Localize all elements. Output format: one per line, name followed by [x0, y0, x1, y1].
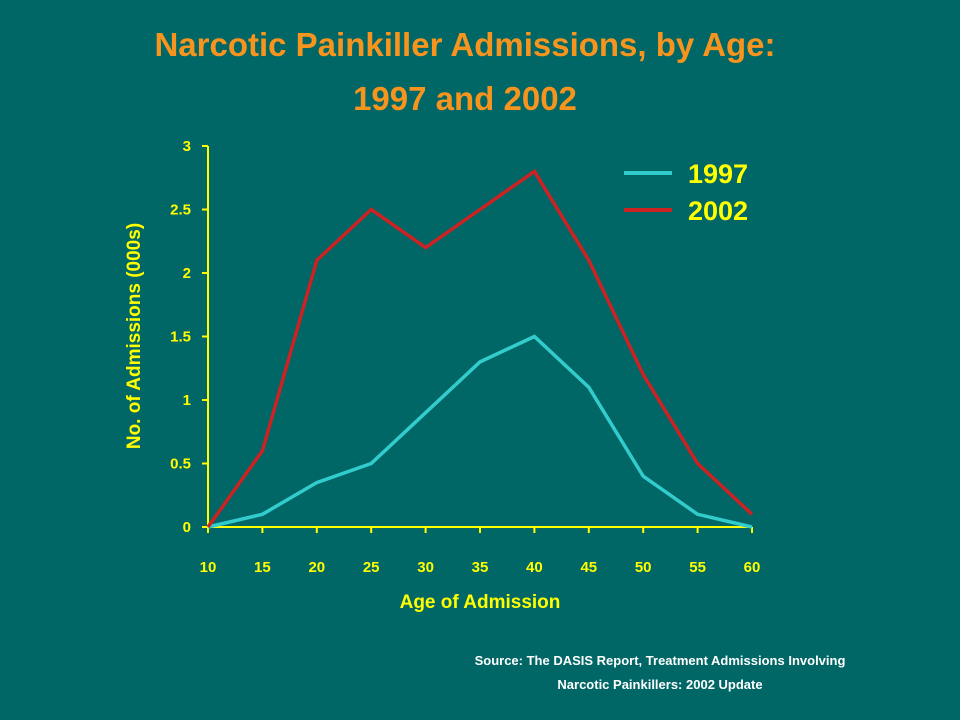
- y-tick-label: 0.5: [170, 456, 191, 473]
- x-tick-label: 40: [526, 559, 543, 576]
- x-tick-label: 30: [417, 559, 434, 576]
- y-tick-label: 2.5: [170, 202, 191, 219]
- y-tick-label: 3: [183, 138, 191, 155]
- y-tick-label: 0: [183, 519, 191, 536]
- y-axis-title: No. of Admissions (000s): [124, 223, 145, 449]
- x-tick-label: 35: [472, 559, 489, 576]
- legend-label-1997: 1997: [688, 159, 748, 189]
- series-line-2002: [206, 168, 754, 529]
- x-axis-ticks: 10 15 20 25 30 35 40 45 50 55 60: [200, 527, 761, 576]
- y-tick-label: 1.5: [170, 329, 191, 346]
- chart-title-line-2: 1997 and 2002: [353, 80, 577, 117]
- series-lines: [206, 168, 754, 529]
- x-tick-label: 20: [308, 559, 325, 576]
- legend: 1997 2002: [624, 159, 748, 226]
- series-line-1997: [207, 334, 753, 529]
- x-axis-title: Age of Admission: [400, 592, 561, 613]
- x-tick-label: 60: [744, 559, 761, 576]
- y-tick-label: 1: [183, 392, 191, 409]
- x-tick-label: 45: [580, 559, 597, 576]
- chart-title-line-1: Narcotic Painkiller Admissions, by Age:: [154, 26, 776, 63]
- y-axis-ticks: 0 0.5 1 1.5 2 2.5 3: [170, 138, 208, 536]
- source-line-2: Narcotic Painkillers: 2002 Update: [557, 677, 763, 692]
- source-line-1: Source: The DASIS Report, Treatment Admi…: [474, 653, 846, 668]
- x-tick-label: 10: [200, 559, 217, 576]
- legend-label-2002: 2002: [688, 196, 748, 226]
- x-tick-label: 25: [363, 559, 380, 576]
- chart-axes: [207, 146, 752, 528]
- y-tick-label: 2: [183, 265, 191, 282]
- x-tick-label: 15: [254, 559, 271, 576]
- x-tick-label: 55: [689, 559, 706, 576]
- x-tick-label: 50: [635, 559, 652, 576]
